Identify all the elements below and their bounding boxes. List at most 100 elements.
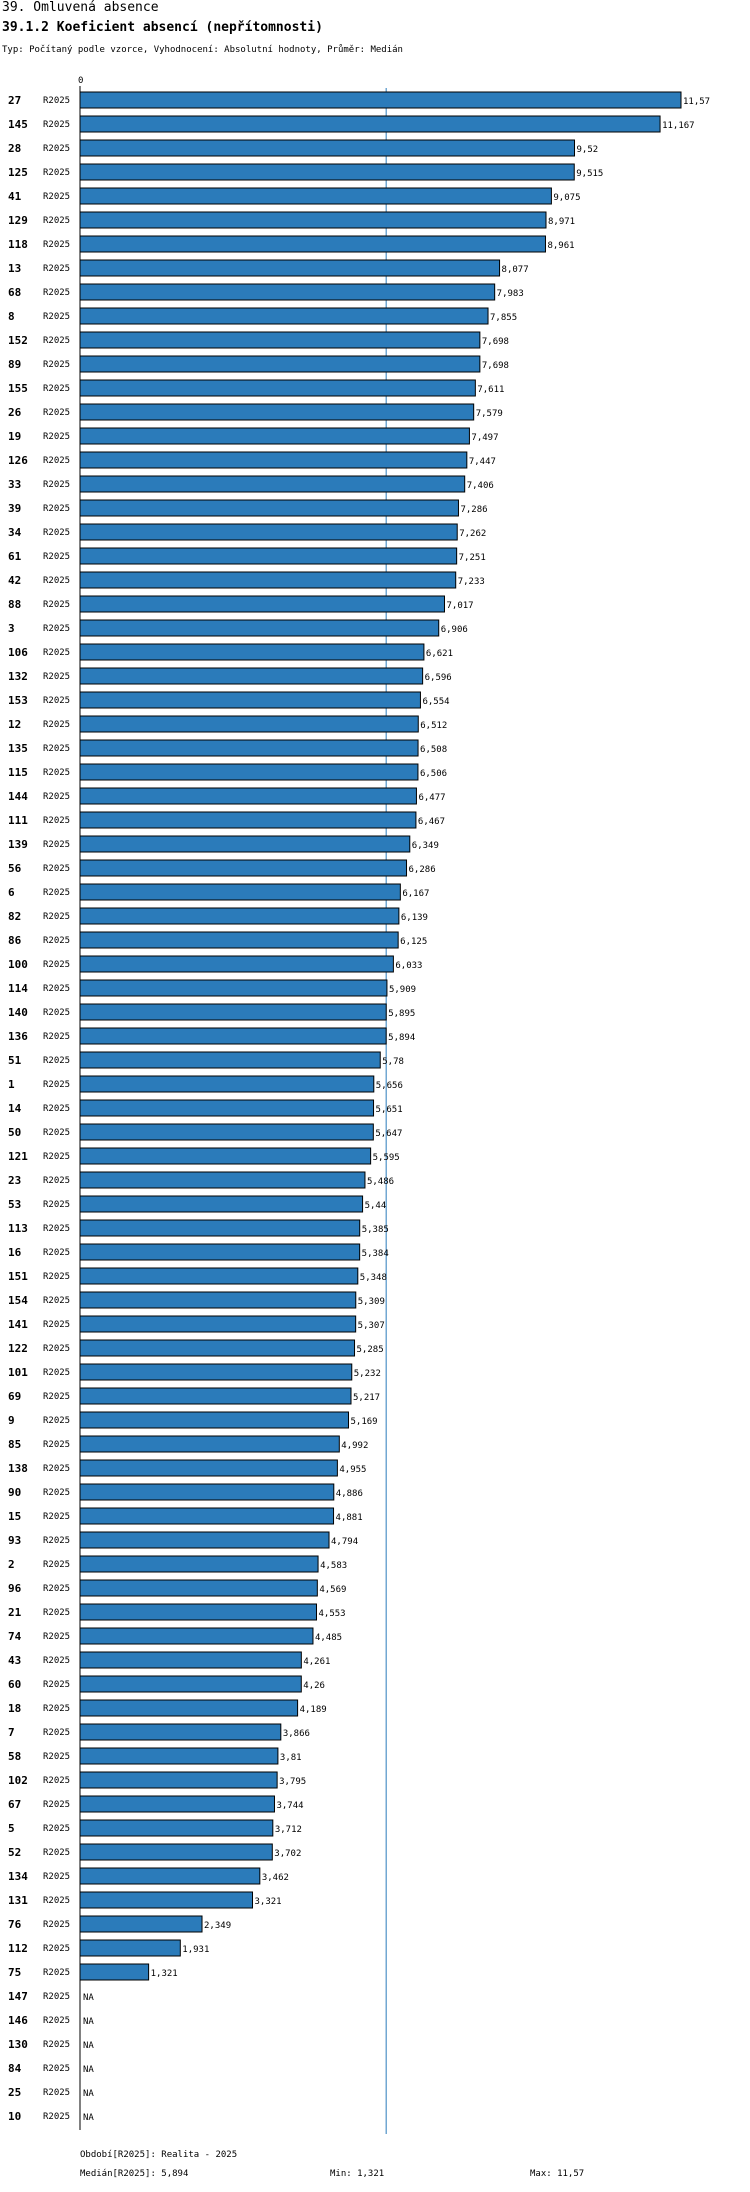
series-label: R2025: [43, 264, 70, 274]
bar: [79, 619, 440, 637]
category-label: 12: [8, 718, 21, 731]
series-label: R2025: [43, 1272, 70, 1282]
series-label: R2025: [43, 768, 70, 778]
bar: [79, 1027, 387, 1045]
bar: [79, 1291, 357, 1309]
series-label: R2025: [43, 1872, 70, 1882]
category-label: 122: [8, 1342, 28, 1355]
category-label: 121: [8, 1150, 28, 1163]
series-label: R2025: [43, 936, 70, 946]
series-label: R2025: [43, 1776, 70, 1786]
series-label: R2025: [43, 120, 70, 130]
bar: [79, 1219, 361, 1237]
data-label: 9,515: [576, 169, 603, 179]
data-label: 7,497: [471, 433, 498, 443]
category-label: 131: [8, 1894, 28, 1907]
category-label: 113: [8, 1222, 28, 1235]
category-label: 106: [8, 646, 28, 659]
bar: [79, 259, 501, 277]
bar: [79, 1003, 387, 1021]
data-label: 5,348: [360, 1273, 387, 1283]
series-label: R2025: [43, 2112, 70, 2122]
bar: [79, 379, 476, 397]
data-label: 5,309: [358, 1297, 385, 1307]
bar: [79, 1555, 319, 1573]
category-label: 21: [8, 1606, 22, 1619]
category-label: 41: [8, 190, 22, 203]
data-label: 5,385: [362, 1225, 389, 1235]
category-label: 15: [8, 1510, 21, 1523]
data-label: 3,81: [280, 1753, 302, 1763]
category-label: 16: [8, 1246, 22, 1259]
category-label: 88: [8, 598, 21, 611]
data-label: 5,595: [373, 1153, 400, 1163]
series-label: R2025: [43, 624, 70, 634]
category-label: 100: [8, 958, 28, 971]
bar: [79, 307, 489, 325]
series-label: R2025: [43, 1320, 70, 1330]
bar: [79, 499, 459, 517]
category-label: 58: [8, 1750, 21, 1763]
series-label: R2025: [43, 1800, 70, 1810]
bar: [79, 1531, 330, 1549]
category-label: 75: [8, 1966, 21, 1979]
data-label: NA: [83, 2017, 94, 2027]
bar: [79, 523, 458, 541]
series-label: R2025: [43, 576, 70, 586]
data-label: 5,909: [389, 985, 416, 995]
data-label: 4,955: [339, 1465, 366, 1475]
bar: [79, 475, 466, 493]
series-label: R2025: [43, 600, 70, 610]
bar: [79, 451, 468, 469]
series-label: R2025: [43, 336, 70, 346]
category-label: 129: [8, 214, 28, 227]
category-label: 140: [8, 1006, 28, 1019]
data-label: 4,189: [300, 1705, 327, 1715]
series-label: R2025: [43, 1824, 70, 1834]
data-label: 5,656: [376, 1081, 403, 1091]
category-label: 85: [8, 1438, 21, 1451]
series-label: R2025: [43, 456, 70, 466]
category-label: 69: [8, 1390, 21, 1403]
series-label: R2025: [43, 1848, 70, 1858]
category-label: 82: [8, 910, 21, 923]
bar: [79, 1123, 374, 1141]
series-label: R2025: [43, 1560, 70, 1570]
data-label: 3,866: [283, 1729, 310, 1739]
category-label: 126: [8, 454, 28, 467]
data-label: 5,78: [382, 1057, 404, 1067]
bar: [79, 859, 408, 877]
data-label: 4,583: [320, 1561, 347, 1571]
data-label: 7,983: [497, 289, 524, 299]
series-label: R2025: [43, 1464, 70, 1474]
category-label: 13: [8, 262, 21, 275]
category-label: 76: [8, 1918, 22, 1931]
category-label: 125: [8, 166, 28, 179]
category-label: 74: [8, 1630, 22, 1643]
series-label: R2025: [43, 288, 70, 298]
bar: [79, 1147, 372, 1165]
category-label: 27: [8, 94, 21, 107]
category-label: 26: [8, 406, 22, 419]
series-label: R2025: [43, 1152, 70, 1162]
bar: [79, 1099, 375, 1117]
series-label: R2025: [43, 168, 70, 178]
bar: [79, 811, 417, 829]
bar: [79, 1795, 275, 1813]
data-label: 4,485: [315, 1633, 342, 1643]
chart-subtitle: 39.1.2 Koeficient absencí (nepřítomnosti…: [2, 20, 323, 35]
bar: [79, 691, 421, 709]
data-label: 7,262: [459, 529, 486, 539]
bar: [79, 883, 401, 901]
category-label: 14: [8, 1102, 22, 1115]
data-label: 11,57: [683, 97, 710, 107]
data-label: 8,971: [548, 217, 575, 227]
series-label: R2025: [43, 480, 70, 490]
data-label: 7,698: [482, 361, 509, 371]
series-label: R2025: [43, 1680, 70, 1690]
data-label: 6,512: [420, 721, 447, 731]
data-label: 7,855: [490, 313, 517, 323]
category-label: 23: [8, 1174, 21, 1187]
data-label: NA: [83, 2113, 94, 2123]
